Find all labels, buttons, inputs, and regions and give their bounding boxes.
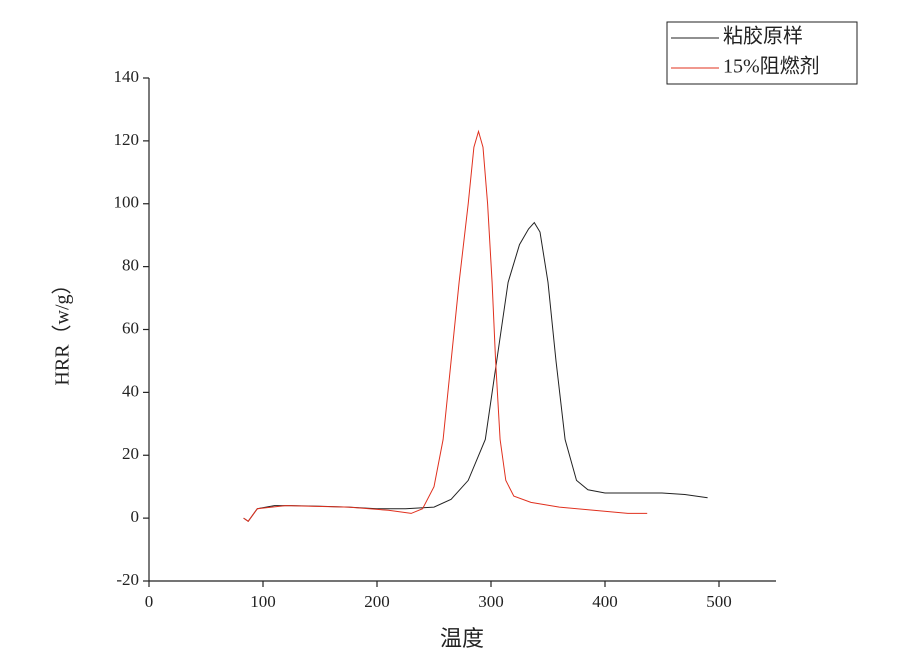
x-tick-label: 100 [250,592,276,611]
y-tick-label: 40 [122,381,139,400]
y-tick-label: 120 [114,130,140,149]
y-tick-label: 80 [122,256,139,275]
x-tick-label: 300 [478,592,504,611]
legend-box [666,21,858,85]
y-tick-label: 0 [131,507,140,526]
x-tick-label: 500 [706,592,732,611]
legend-label: 粘胶原样 [723,25,803,48]
x-tick-label: 0 [145,592,154,611]
x-axis-title: 温度 [440,626,484,651]
y-axis-title: HRR（w/g） [51,274,74,385]
series-line [243,129,648,522]
y-tick-label: 140 [114,67,140,86]
y-tick-label: 100 [114,193,140,212]
y-tick-label: -20 [116,570,139,589]
x-tick-label: 400 [592,592,618,611]
y-tick-label: 60 [122,318,139,337]
x-tick-label: 200 [364,592,390,611]
y-tick-label: 20 [122,444,139,463]
legend-label: 15%阻燃剂 [723,55,820,78]
series-line [243,221,708,522]
